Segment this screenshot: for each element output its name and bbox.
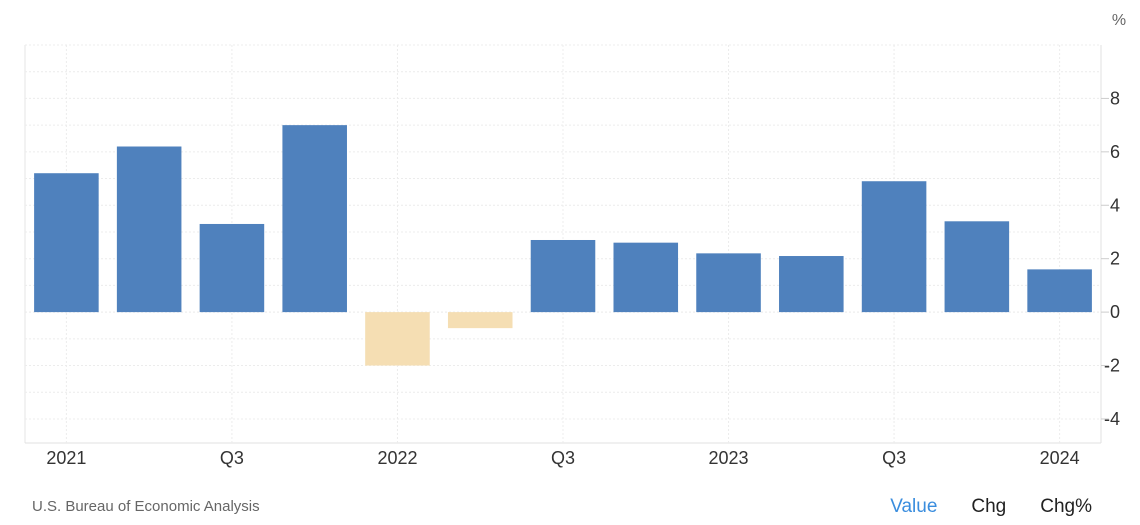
bar [365,312,430,366]
bar [779,256,844,313]
bar [613,242,679,313]
value-tab[interactable]: Value [890,496,938,517]
y-tick-label: 6 [1110,142,1120,162]
bar [944,221,1010,313]
y-tick-label: 8 [1110,88,1120,108]
x-tick-label: Q3 [551,448,575,468]
x-tick-label: 2022 [377,448,417,468]
bar [34,173,99,313]
bar [696,253,761,313]
bar [530,239,596,313]
x-tick-label: 2024 [1040,448,1080,468]
bar [282,125,347,313]
y-tick-label: 2 [1110,249,1120,269]
bar [1027,269,1092,313]
chg-tab[interactable]: Chg [971,496,1007,517]
y-tick-label: -2 [1104,356,1120,376]
source-label: U.S. Bureau of Economic Analysis [32,498,260,515]
y-unit-label: % [1112,12,1126,29]
view-switcher: Value Chg Chg% [890,496,1092,518]
chg-percent-tab[interactable]: Chg% [1040,496,1092,517]
x-tick-label: Q3 [220,448,244,468]
bar [447,312,513,329]
bar-chart: 8 6 4 2 0 -2 -4% 2021 Q3 2022 Q3 2023 Q3 2024 [24,12,1126,468]
y-tick-label: -4 [1104,409,1120,429]
bar [861,181,927,313]
bar [199,223,265,313]
x-tick-label: Q3 [882,448,906,468]
x-tick-label: 2021 [46,448,86,468]
bar [116,146,182,313]
y-tick-label: 4 [1110,195,1120,215]
y-tick-label: 0 [1110,302,1120,322]
x-tick-label: 2023 [709,448,749,468]
